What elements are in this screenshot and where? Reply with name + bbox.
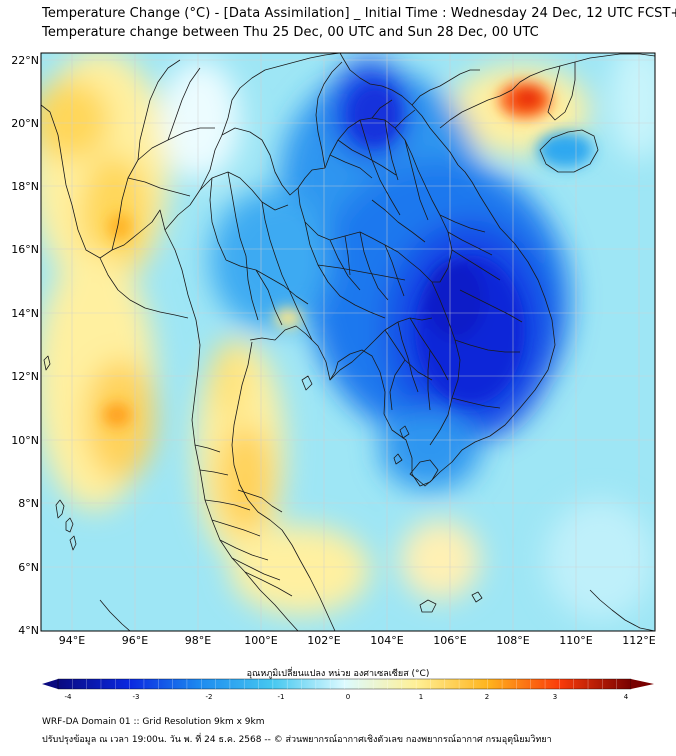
lon-label: 96°E xyxy=(122,634,148,647)
thai-provinces-north xyxy=(199,171,289,276)
lat-label: 14°N xyxy=(11,307,39,320)
colorbar-tick-label: 4 xyxy=(624,693,629,701)
colorbar-tick-label: 2 xyxy=(485,693,489,701)
colorbar-tick-label: -2 xyxy=(206,693,213,701)
myanmar-regions xyxy=(99,59,215,319)
colorbar-tick-label: -3 xyxy=(133,693,140,701)
graticule xyxy=(41,53,655,631)
laos-provinces xyxy=(329,119,429,243)
sumatra-coast xyxy=(99,599,131,631)
coast-vietnam-north xyxy=(339,53,459,166)
lat-label: 22°N xyxy=(11,54,39,67)
andaman-islands xyxy=(43,355,77,551)
lon-label: 112°E xyxy=(622,634,655,647)
colorbar-label: อุณหภูมิเปลี่ยนแปลง หน่วย องศาเซลเซียส (… xyxy=(246,669,430,679)
mekong-delta xyxy=(409,459,439,487)
coast-hainan xyxy=(539,129,599,173)
border-cambodia-vietnam xyxy=(429,281,461,446)
lat-label: 10°N xyxy=(11,434,39,447)
lon-label: 100°E xyxy=(244,634,277,647)
lat-label: 18°N xyxy=(11,180,39,193)
coast-china-south xyxy=(439,53,655,129)
gulf-islands xyxy=(301,375,483,613)
peninsula-provinces xyxy=(194,444,293,597)
vietnam-provinces xyxy=(371,99,523,409)
coast-leizhou xyxy=(547,62,576,121)
chart-title: Temperature Change (°C) - [Data Assimila… xyxy=(42,6,676,21)
colorbar-tick-label: 1 xyxy=(419,693,423,701)
lat-label: 6°N xyxy=(18,561,39,574)
lat-axis: 22°N 20°N 18°N 16°N 14°N 12°N 10°N 8°N 6… xyxy=(11,54,39,637)
lat-label: 16°N xyxy=(11,243,39,256)
border-myanmar-laos-china xyxy=(221,53,341,136)
chart-subtitle: Temperature change between Thu 25 Dec, 0… xyxy=(42,25,539,40)
border-thailand-cambodia xyxy=(329,317,433,381)
cambodia-provinces xyxy=(384,317,449,411)
borneo-coast xyxy=(589,589,655,631)
lon-label: 108°E xyxy=(496,634,529,647)
plot-frame xyxy=(40,52,656,632)
border-thailand-myanmar xyxy=(164,127,326,231)
lon-axis: 94°E 96°E 98°E 100°E 102°E 104°E 106°E 1… xyxy=(59,634,656,647)
colorbar-tick-label: 0 xyxy=(346,693,350,701)
colorbar-tick-label: -1 xyxy=(278,693,285,701)
lon-label: 106°E xyxy=(433,634,466,647)
colorbar-arrow-left xyxy=(42,679,58,689)
footer-model-info: WRF-DA Domain 01 :: Grid Resolution 9km … xyxy=(42,717,265,727)
coastlines-borders xyxy=(41,53,655,631)
lat-label: 8°N xyxy=(18,497,39,510)
border-laos-china xyxy=(315,61,343,169)
coast-gulf-thailand-west xyxy=(231,341,336,631)
lat-label: 12°N xyxy=(11,370,39,383)
coast-myanmar-west xyxy=(41,104,299,631)
lon-label: 98°E xyxy=(185,634,211,647)
thai-provinces-northeast xyxy=(304,221,406,319)
colorbar-tick-label: 3 xyxy=(553,693,557,701)
thai-provinces-central xyxy=(225,255,313,341)
lon-label: 110°E xyxy=(559,634,592,647)
footer-update-info: ปรับปรุงข้อมูล ณ เวลา 19:00น. วัน พ. ที่… xyxy=(42,735,552,745)
lon-label: 102°E xyxy=(307,634,340,647)
lon-label: 104°E xyxy=(370,634,403,647)
coast-peninsula-east xyxy=(249,164,556,487)
colorbar-tick-label: -4 xyxy=(65,693,73,701)
lat-label: 4°N xyxy=(18,624,39,637)
border-vietnam-china xyxy=(411,69,480,106)
colorbar: -4 -3 -2 -1 0 1 2 3 4 xyxy=(42,678,654,701)
border-peninsula-malaysia xyxy=(237,489,283,513)
temperature-field xyxy=(41,53,655,631)
colorbar-arrow-right xyxy=(631,679,654,689)
lon-label: 94°E xyxy=(59,634,85,647)
lat-label: 20°N xyxy=(11,117,39,130)
